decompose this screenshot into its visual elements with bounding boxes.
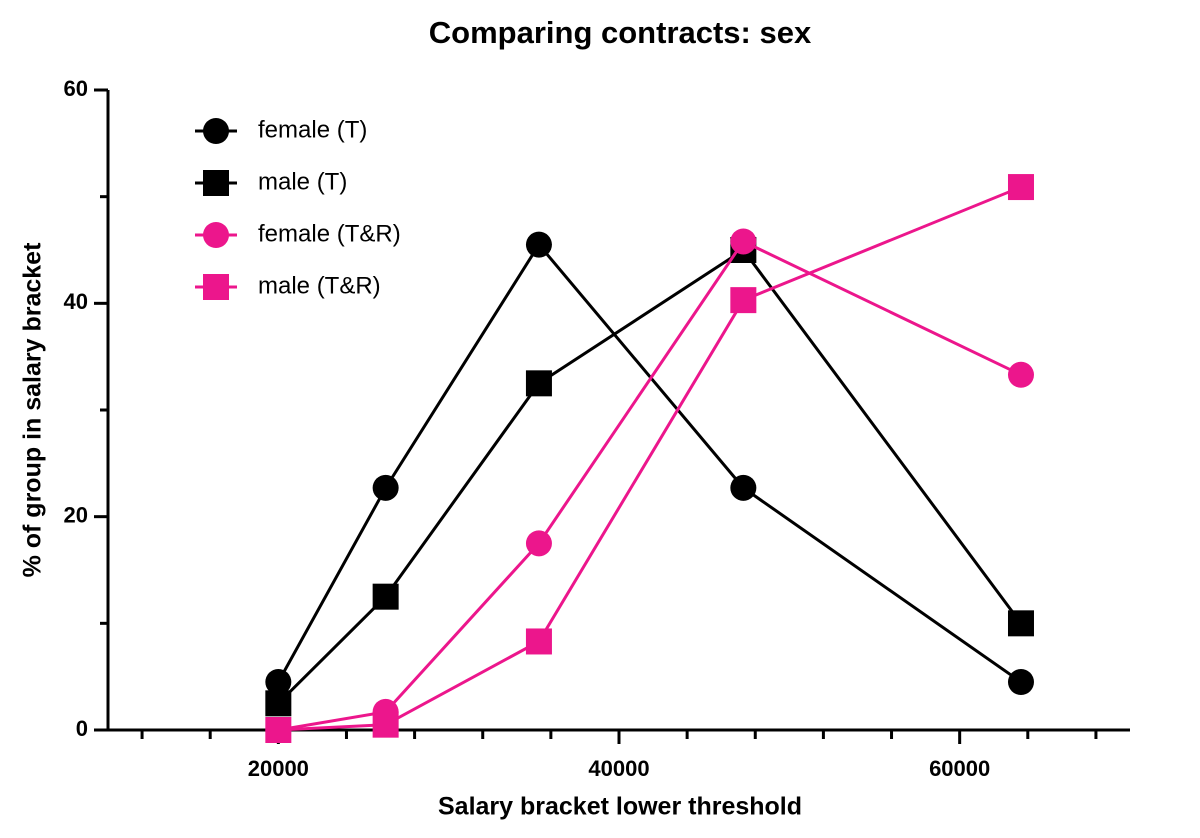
legend-label: female (T)	[258, 116, 367, 143]
square-marker	[730, 287, 757, 314]
square-marker	[525, 370, 552, 397]
square-marker	[525, 628, 552, 655]
circle-marker	[265, 669, 292, 695]
square-marker	[372, 711, 399, 738]
square-marker	[203, 274, 229, 300]
y-tick-label: 60	[64, 76, 88, 101]
x-tick-label: 20000	[248, 756, 309, 781]
y-tick-label: 20	[64, 502, 88, 527]
y-tick-label: 40	[64, 289, 88, 314]
circle-marker	[372, 474, 399, 501]
square-marker	[203, 170, 229, 196]
square-marker	[265, 690, 292, 717]
chart-title: Comparing contracts: sex	[429, 15, 812, 50]
series-line	[278, 185, 1022, 732]
legend-label: female (T&R)	[258, 220, 401, 247]
square-marker	[265, 717, 292, 743]
circle-marker	[203, 118, 229, 144]
circle-marker	[730, 474, 757, 501]
legend-label: male (T&R)	[258, 272, 381, 299]
y-axis-label: % of group in salary bracket	[19, 242, 47, 577]
legend-label: male (T)	[258, 168, 347, 195]
x-tick-label: 40000	[588, 756, 649, 781]
circle-marker	[203, 222, 229, 248]
circle-marker	[525, 231, 552, 258]
circle-marker	[730, 228, 757, 255]
square-marker	[372, 583, 399, 610]
circle-marker	[525, 530, 552, 557]
x-tick-label: 60000	[929, 756, 990, 781]
square-marker	[1007, 610, 1034, 637]
circle-marker	[1007, 669, 1034, 695]
circle-marker	[1007, 361, 1034, 388]
y-tick-label: 0	[76, 716, 88, 741]
square-marker	[1007, 174, 1034, 201]
x-axis-label: Salary bracket lower threshold	[438, 793, 802, 821]
